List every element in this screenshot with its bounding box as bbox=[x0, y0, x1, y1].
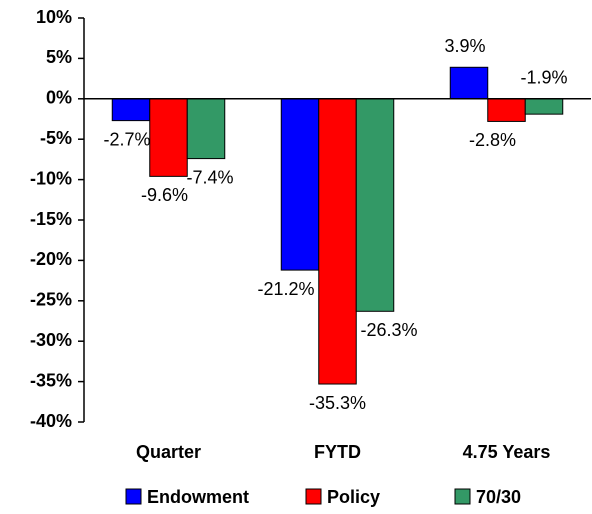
y-tick-label: -15% bbox=[30, 209, 72, 229]
value-label: -21.2% bbox=[257, 279, 314, 299]
bar bbox=[186, 98, 226, 160]
bar bbox=[355, 98, 395, 312]
x-tick-label: FYTD bbox=[314, 442, 361, 462]
y-tick-label: -20% bbox=[30, 249, 72, 269]
bar bbox=[487, 98, 526, 122]
value-label: -2.8% bbox=[469, 130, 516, 150]
x-tick-label: Quarter bbox=[136, 442, 201, 462]
value-label: 3.9% bbox=[444, 36, 485, 56]
x-tick-label: 4.75 Years bbox=[463, 442, 551, 462]
value-label: -7.4% bbox=[186, 167, 233, 187]
y-tick-label: 5% bbox=[46, 47, 72, 67]
legend-swatch bbox=[125, 488, 142, 505]
bar bbox=[318, 98, 357, 385]
y-tick-label: -35% bbox=[30, 370, 72, 390]
legend-label: Endowment bbox=[147, 487, 249, 507]
bar bbox=[449, 66, 489, 100]
legend-swatch bbox=[454, 488, 471, 505]
y-tick-label: -40% bbox=[30, 411, 72, 431]
bar bbox=[524, 98, 564, 115]
value-label: -26.3% bbox=[360, 320, 417, 340]
bar bbox=[111, 98, 151, 122]
y-tick-label: -30% bbox=[30, 330, 72, 350]
y-tick-label: -5% bbox=[40, 128, 72, 148]
y-tick-label: 10% bbox=[36, 7, 72, 27]
value-label: -9.6% bbox=[141, 185, 188, 205]
bar bbox=[149, 98, 188, 177]
legend-label: 70/30 bbox=[476, 487, 521, 507]
y-tick-label: -25% bbox=[30, 290, 72, 310]
bar bbox=[280, 98, 320, 271]
legend-swatch bbox=[305, 488, 322, 505]
y-tick-label: 0% bbox=[46, 88, 72, 108]
value-label: -1.9% bbox=[520, 68, 567, 88]
y-tick-label: -10% bbox=[30, 168, 72, 188]
legend-label: Policy bbox=[327, 487, 380, 507]
value-label: -2.7% bbox=[103, 129, 150, 149]
value-label: -35.3% bbox=[309, 393, 366, 413]
